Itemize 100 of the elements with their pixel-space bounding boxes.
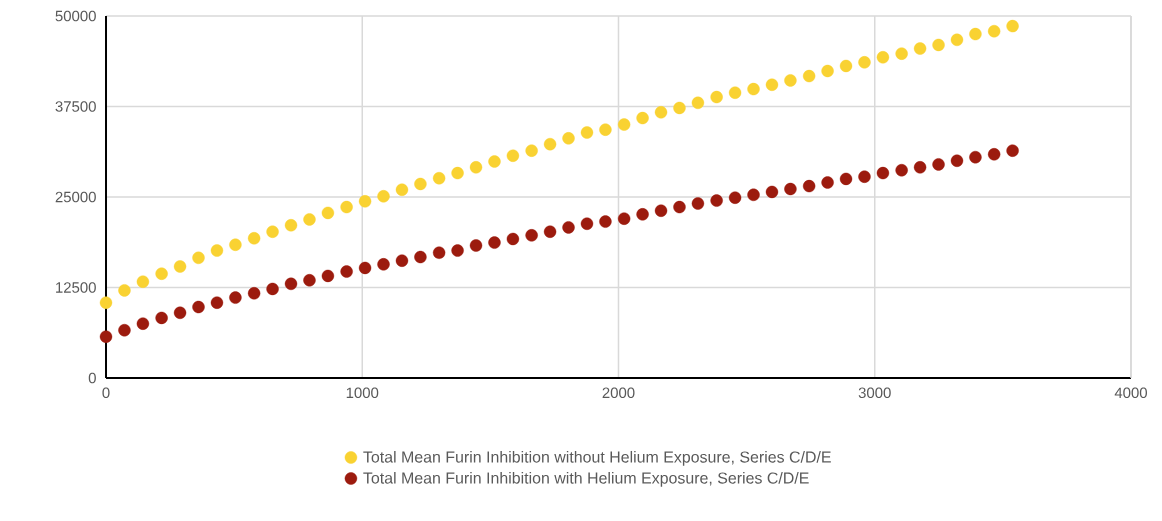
point (1006, 19, 1019, 33)
x-tick-label: 4000 (1114, 387, 1147, 399)
x-tick-label: 3000 (858, 387, 891, 399)
point (821, 176, 834, 189)
y-tick-label: 0 (88, 372, 96, 384)
point (414, 250, 427, 264)
point (414, 177, 427, 191)
point (728, 86, 742, 99)
point (210, 244, 224, 257)
point (654, 106, 668, 119)
point (155, 267, 168, 280)
point (432, 246, 446, 259)
point (673, 200, 686, 214)
point (839, 172, 853, 186)
point (266, 282, 279, 296)
point (636, 208, 649, 221)
point (969, 150, 982, 164)
point (192, 251, 205, 264)
legend-label: Total Mean Furin Inhibition with Helium Exposure, Series C/D/E (363, 471, 809, 487)
point (118, 324, 131, 337)
point (192, 300, 205, 314)
point (691, 96, 705, 110)
point (488, 236, 501, 249)
point (765, 185, 779, 199)
y-tick-label: 25000 (55, 191, 96, 203)
point (136, 317, 150, 330)
point (580, 126, 594, 139)
point (284, 277, 298, 291)
point (377, 190, 390, 203)
point (229, 291, 242, 304)
point (636, 111, 649, 125)
point (266, 225, 279, 238)
point (858, 170, 871, 183)
point (284, 219, 298, 232)
point (358, 261, 372, 275)
point (469, 239, 483, 252)
x-tick-label: 2000 (602, 387, 635, 399)
point (562, 132, 575, 145)
point (728, 191, 742, 204)
point (488, 155, 501, 168)
point (932, 38, 945, 52)
point (747, 188, 760, 202)
point (451, 244, 464, 257)
y-tick-label: 12500 (56, 282, 96, 293)
point (858, 56, 871, 69)
point (340, 265, 353, 278)
point (543, 137, 557, 151)
point (876, 166, 890, 180)
x-tick-label: 1000 (346, 387, 379, 399)
point (99, 296, 113, 309)
point (506, 149, 520, 162)
point (303, 213, 316, 226)
point (303, 274, 316, 287)
point (950, 154, 964, 167)
point (691, 197, 705, 210)
point (802, 69, 816, 83)
point (451, 166, 464, 180)
point (525, 229, 538, 242)
point (839, 59, 853, 73)
point (155, 311, 168, 325)
point (987, 148, 1001, 161)
point (118, 284, 131, 297)
point (747, 82, 760, 96)
point (340, 200, 353, 214)
point (784, 182, 797, 196)
point (599, 215, 612, 228)
point (99, 330, 113, 343)
point (617, 212, 631, 225)
point (377, 258, 390, 271)
point (173, 260, 187, 273)
point (525, 144, 538, 157)
y-tick-label: 50000 (55, 10, 96, 22)
point (432, 171, 446, 185)
point (765, 78, 779, 91)
point (543, 225, 557, 238)
point (876, 51, 890, 64)
point (913, 42, 927, 55)
point (710, 90, 723, 104)
point (599, 123, 612, 136)
point (229, 238, 242, 251)
point (821, 64, 834, 78)
y-tick-label: 37500 (55, 101, 96, 112)
point (136, 275, 150, 288)
point (950, 33, 964, 47)
point (321, 269, 335, 283)
point (469, 161, 483, 174)
point (784, 74, 797, 87)
point (710, 194, 723, 207)
point (247, 287, 261, 300)
point (617, 118, 631, 131)
point (506, 232, 520, 246)
point (654, 204, 668, 217)
point (247, 232, 261, 245)
point (395, 254, 409, 267)
point (802, 179, 816, 193)
point (895, 47, 908, 60)
point (1006, 144, 1019, 157)
point (562, 221, 575, 234)
point (673, 101, 686, 115)
point (173, 306, 187, 320)
